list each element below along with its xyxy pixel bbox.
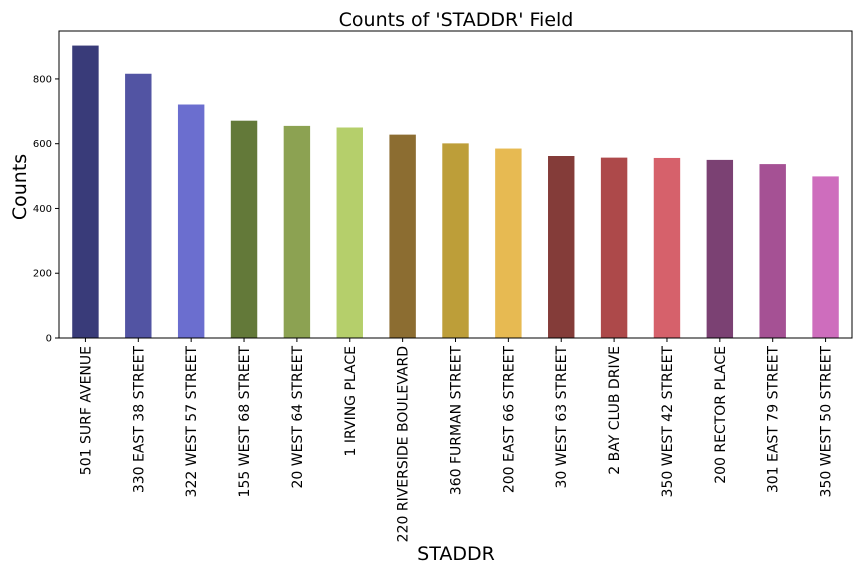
x-tick-label: 501 SURF AVENUE <box>78 346 94 475</box>
x-tick-label: 20 WEST 64 STREET <box>290 346 306 489</box>
plot-frame <box>58 30 853 339</box>
x-tick-label: 360 FURMAN STREET <box>449 346 465 496</box>
bar <box>177 104 205 338</box>
x-tick-label: 30 WEST 63 STREET <box>554 346 570 489</box>
x-tick-label: 2 BAY CLUB DRIVE <box>607 346 623 475</box>
x-tick-label: 330 EAST 38 STREET <box>131 346 147 494</box>
x-axis-title: STADDR <box>417 543 495 565</box>
bar <box>72 45 99 338</box>
bar <box>442 143 469 338</box>
chart-title: Counts of 'STADDR' Field <box>339 9 574 31</box>
x-tick-label: 350 WEST 50 STREET <box>819 346 835 498</box>
bar <box>336 127 363 338</box>
bar <box>653 157 681 338</box>
x-tick-label: 200 EAST 66 STREET <box>501 346 517 494</box>
x-tick-label: 220 RIVERSIDE BOULEVARD <box>396 346 412 542</box>
y-tick-label: 200 <box>33 269 52 280</box>
x-tick-label: 350 WEST 42 STREET <box>660 346 676 498</box>
y-tick-label: 600 <box>33 139 52 150</box>
x-tick-label: 1 IRVING PLACE <box>343 346 359 456</box>
x-tick-label: 322 WEST 57 STREET <box>184 346 200 498</box>
x-tick-label: 155 WEST 68 STREET <box>237 346 253 498</box>
bar <box>283 125 311 338</box>
bar <box>600 157 628 338</box>
bar <box>495 148 522 338</box>
y-axis-title: Counts <box>9 154 31 220</box>
y-tick-label: 0 <box>46 334 52 345</box>
bar <box>706 159 734 338</box>
y-tick-label: 400 <box>33 204 52 215</box>
bars-group <box>72 45 839 338</box>
y-tick-label: 800 <box>33 74 52 85</box>
bar <box>548 156 575 338</box>
bar <box>125 73 152 338</box>
x-ticks-group: 501 SURF AVENUE 330 EAST 38 STREET 322 WES… <box>78 338 835 542</box>
y-ticks-group: 0 200 400 600 800 <box>33 74 59 345</box>
x-tick-label: 200 RECTOR PLACE <box>713 346 729 484</box>
bar <box>759 164 786 338</box>
bar <box>389 134 416 338</box>
x-tick-label: 301 EAST 79 STREET <box>766 346 782 494</box>
bar <box>230 120 258 338</box>
bar <box>812 176 839 338</box>
